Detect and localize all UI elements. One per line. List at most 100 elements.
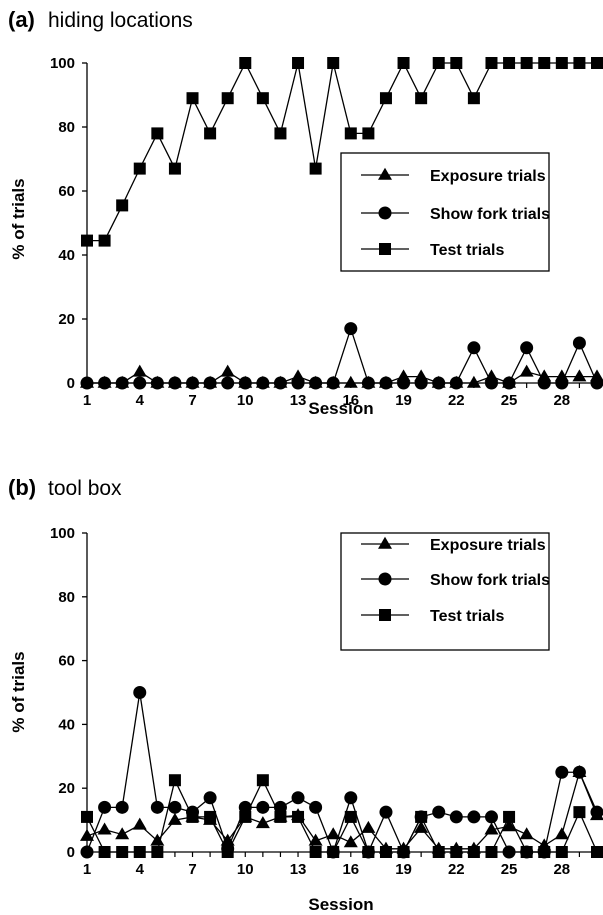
panel-b-series-square-point [467, 846, 480, 858]
panel-b-series-triangle-line [86, 770, 598, 850]
panel-a-legend-marker-square [379, 243, 391, 255]
panel-a-label: (a) [8, 7, 35, 32]
panel-a-series-circle-point [309, 376, 323, 390]
panel-a-series-square-point [186, 92, 199, 105]
panel-a-x-tick-label: 10 [237, 392, 254, 409]
panel-a-series-triangle-point [343, 375, 358, 388]
panel-b-series-square-point [555, 846, 568, 858]
panel-b-y-tick-label: 80 [58, 589, 75, 606]
panel-b-series-circle-point [115, 800, 129, 814]
panel-b-series-circle-point [291, 791, 305, 805]
panel-b-series-square-point [204, 810, 217, 823]
panel-a-series-circle-point [168, 376, 182, 390]
panel-a-series-square-point [239, 57, 252, 69]
panel-a-series-square-point [397, 57, 410, 69]
panel-a-series-square-point [415, 92, 428, 105]
panel-a-series-square-point [591, 57, 603, 69]
panel-a-series-square-point [292, 57, 305, 69]
panel-b-series-triangle-point [343, 835, 358, 848]
panel-a-series-circle-point [80, 376, 94, 390]
panel-b-series-circle-point [133, 686, 147, 699]
panel-b-series-circle-point [467, 810, 481, 824]
panel-b-legend-label: Exposure trials [430, 537, 546, 554]
panel-a-series-square-point [151, 127, 164, 140]
panel-a-series-square-point [309, 162, 322, 175]
panel-b-x-tick-label: 28 [553, 861, 570, 878]
panel-b-series-circle-point [309, 800, 323, 814]
panel-a-series-circle-point [537, 376, 551, 390]
panel-b-series-triangle-point [519, 827, 534, 840]
panel-b-series-square-point [309, 846, 322, 858]
panel-a-x-tick-label: 16 [342, 392, 359, 409]
panel-b-series-triangle-point [255, 816, 270, 829]
panel-b-series-square-point [133, 846, 146, 858]
panel-a-x-tick-label: 25 [501, 392, 518, 409]
panel-b-x-tick-label: 16 [342, 861, 359, 878]
panel-a-x-tick-label: 28 [553, 392, 570, 409]
panel-a-series-circle-point [344, 322, 358, 336]
panel-a-series-square-point [555, 57, 568, 69]
panel-a-series-triangle-point [572, 369, 587, 382]
panel-b-series-triangle-point [220, 833, 235, 846]
panel-b-x-tick-label: 4 [136, 861, 145, 878]
panel-a-series-square-point [573, 57, 586, 69]
panel-a-y-tick-label: 100 [50, 55, 75, 72]
panel-a-series-circle-point [572, 336, 586, 350]
panel-a-series-circle-point [414, 376, 428, 390]
panel-a-plot: 0 20 40 60 80 100 1 4 7 10 13 16 19 22 25 28 Exposure tr… [50, 55, 603, 409]
panel-b-series-square-point [344, 810, 357, 823]
panel-b-x-tick-label: 7 [188, 861, 196, 878]
panel-b-series-square-point [432, 846, 445, 858]
panel-a-y-tick-label: 40 [58, 247, 75, 264]
panel-b-series-circle-point [484, 810, 498, 824]
panel-b-series-square-point [538, 846, 551, 858]
panel-a-series-circle-point [590, 376, 603, 390]
panel-a-series-square-point [450, 57, 463, 69]
panel-a-series-circle-point [203, 376, 217, 390]
panel-b-series-triangle-point [167, 812, 182, 825]
panel-b-series-circle-point [432, 805, 446, 819]
panel-a: (a) hiding locations 0 20 40 60 80 100 1 4 7 10 13… [8, 7, 603, 418]
panel-a-x-tick-label: 19 [395, 392, 412, 409]
panel-b-series-square-point [327, 846, 340, 858]
panel-a-series-square-point [256, 92, 269, 105]
panel-a-series-circle-point [186, 376, 200, 390]
panel-a-series-circle-point [502, 376, 516, 390]
panel-a-series-circle-point [98, 376, 112, 390]
panel-a-legend-label: Show fork trials [430, 206, 550, 223]
panel-b-y-tick-label: 20 [58, 780, 75, 797]
panel-a-series-triangle-point [220, 364, 235, 377]
panel-b-series-triangle-point [308, 833, 323, 846]
panel-b-series-triangle-point [554, 827, 569, 840]
panel-b-series-triangle-point [80, 828, 94, 841]
panel-b-series-triangle-point [97, 822, 112, 835]
panel-a-y-tick-label: 20 [58, 311, 75, 328]
panel-b-series-square-point [362, 846, 375, 858]
panel-a-series-circle-point [397, 376, 411, 390]
panel-a-series-circle-line [87, 326, 598, 384]
panel-a-series-square-point [485, 57, 498, 69]
panel-b-series-square-point [81, 810, 93, 823]
panel-a-series-circle-point [273, 376, 287, 390]
panel-a-series-circle-point [256, 376, 270, 390]
panel-b-series-circle-point [150, 800, 164, 814]
panel-a-series-square-point [168, 162, 181, 175]
panel-b-series-square-point [151, 846, 164, 858]
panel-a-y-axis-title: % of trials [9, 178, 28, 259]
panel-b-series-square-point [573, 806, 586, 819]
panel-a-series-square-point [204, 127, 217, 140]
panel-b-series-square-point [450, 846, 463, 858]
panel-b-series-square-point [221, 846, 234, 858]
panel-a-legend-label: Exposure trials [430, 168, 546, 185]
panel-a-series-circle-point [484, 376, 498, 390]
panel-a-series-circle-point [520, 341, 534, 355]
panel-a-series-circle-point [115, 376, 129, 390]
panel-a-series-square-point [327, 57, 340, 69]
panel-a-series-circle-point [467, 341, 481, 355]
panel-a-series-square-point [432, 57, 445, 69]
panel-b-series-square-point [98, 846, 111, 858]
panel-a-series-circle-point [291, 376, 305, 390]
panel-a-x-tick-label: 1 [83, 392, 91, 409]
panel-b-legend [340, 532, 550, 651]
panel-a-title: hiding locations [48, 9, 193, 32]
